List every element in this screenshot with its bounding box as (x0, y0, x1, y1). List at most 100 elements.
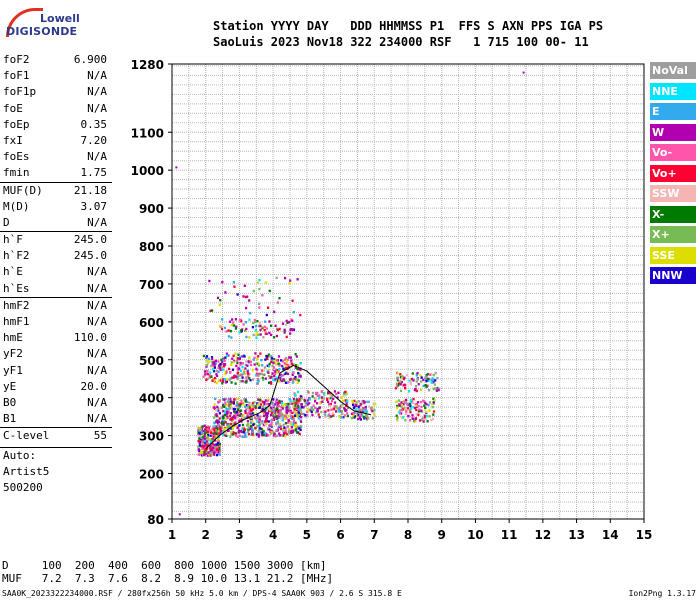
echo-point (229, 404, 232, 408)
echo-point (374, 403, 377, 406)
param-value: 1.75 (80, 166, 108, 180)
y-tick-label: 800 (139, 240, 164, 254)
echo-point (271, 408, 274, 411)
echo-point (246, 370, 249, 373)
echo-point (399, 409, 402, 412)
echo-point (278, 380, 281, 383)
echo-point (221, 420, 224, 424)
echo-point (245, 408, 248, 411)
echo-point (347, 406, 350, 409)
echo-point (435, 389, 438, 392)
echo-point (257, 374, 260, 377)
echo-point (269, 413, 273, 417)
echo-point (422, 400, 425, 403)
echo-point (289, 378, 292, 381)
echo-point (202, 453, 205, 456)
echo-point (433, 383, 436, 386)
param-name: h`F (3, 233, 23, 247)
param-name: fxI (3, 133, 23, 147)
echo-point (320, 396, 324, 399)
echo-point (292, 420, 296, 423)
muf-row: MUF 7.2 7.3 7.6 8.2 8.9 10.0 13.1 21.2 [… (2, 572, 334, 585)
echo-point (228, 412, 231, 416)
echo-point (241, 362, 244, 365)
echo-point (221, 380, 225, 383)
echo-point (221, 433, 224, 436)
param-name: yF1 (3, 363, 23, 377)
param-divider (0, 181, 112, 183)
param-row: D N/A (0, 215, 112, 231)
echo-point (311, 413, 314, 417)
echo-point (230, 418, 233, 421)
echo-point (294, 375, 297, 379)
echo-point (247, 426, 250, 429)
echo-point (237, 397, 240, 401)
echo-point (244, 432, 247, 435)
echo-point (175, 166, 178, 169)
echo-point (318, 406, 322, 409)
param-value: 245.0 (73, 249, 107, 263)
echo-point (213, 437, 216, 440)
param-value: 20.0 (80, 379, 108, 393)
echo-point (218, 407, 221, 411)
trace-line (205, 364, 372, 450)
echo-point (284, 276, 287, 280)
echo-point (197, 434, 200, 438)
echo-point (287, 402, 290, 406)
echo-point (251, 430, 254, 434)
echo-point (246, 377, 249, 380)
echo-point (261, 422, 264, 425)
echo-point (432, 373, 435, 377)
echo-point (364, 411, 367, 414)
distance-row: D 100 200 400 600 800 1000 1500 3000 [km… (2, 559, 327, 572)
echo-point (332, 397, 335, 400)
echo-point (352, 406, 356, 410)
echo-point (274, 411, 277, 414)
echo-point (352, 414, 355, 417)
echo-point (422, 384, 425, 388)
echo-point (216, 374, 219, 378)
echo-point (227, 404, 230, 407)
echo-point (272, 398, 275, 401)
echo-point (209, 450, 212, 453)
echo-point (211, 360, 214, 364)
x-tick-label: 9 (438, 528, 446, 542)
echo-point (246, 400, 249, 403)
echo-point (287, 366, 290, 369)
y-tick-label: 1000 (131, 164, 164, 178)
echo-point (283, 362, 286, 365)
echo-point (267, 426, 270, 430)
echo-point (288, 356, 291, 359)
echo-point (234, 413, 237, 417)
echo-point (359, 403, 362, 406)
param-divider (0, 427, 112, 429)
echo-point (218, 451, 221, 454)
echo-point (286, 406, 289, 409)
echo-point (333, 390, 336, 393)
echo-point (340, 409, 343, 413)
echo-point (274, 416, 278, 419)
echo-point (238, 424, 241, 427)
echo-point (229, 412, 232, 415)
echo-point (273, 359, 276, 363)
echo-point (231, 425, 235, 429)
echo-point (297, 413, 300, 417)
param-row: MUF(D) 21.18 (0, 183, 112, 199)
echo-point (208, 429, 211, 432)
echo-point (290, 362, 294, 366)
echo-point (285, 335, 288, 339)
echo-point (278, 367, 281, 371)
param-name: foF1p (3, 85, 37, 99)
echo-point (215, 450, 218, 454)
echo-point (280, 379, 283, 383)
echo-point (363, 407, 366, 411)
echo-point (238, 357, 241, 360)
echo-point (213, 403, 216, 406)
echo-point (409, 382, 413, 386)
echo-point (406, 402, 409, 406)
echo-point (274, 378, 277, 381)
echo-point (355, 401, 358, 404)
echo-point (205, 359, 208, 362)
echo-point (399, 380, 402, 383)
echo-point (257, 377, 260, 381)
